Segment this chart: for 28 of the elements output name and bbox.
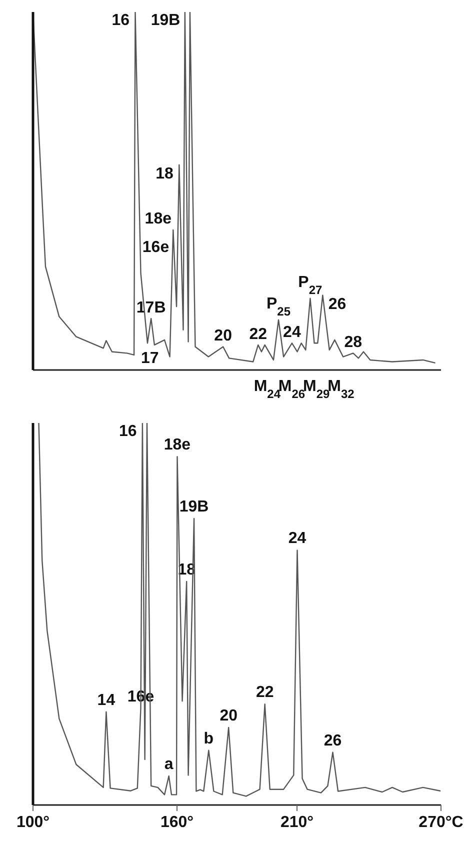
annotation: 26 (324, 732, 342, 750)
annotation: 19B (150, 12, 180, 29)
annotation: 16 (112, 12, 130, 29)
annotation: 16e (142, 239, 170, 256)
annotation: 20 (214, 328, 232, 345)
annotation: 20 (220, 707, 238, 724)
annotation: 22 (249, 326, 268, 343)
annotation: b (204, 730, 214, 748)
annotation: 18 (156, 165, 174, 182)
annotation: 16 (118, 423, 137, 440)
text: M$_{24}$ (254, 378, 281, 401)
annotation: 19B (179, 498, 209, 516)
x-tick-label: 270°C (418, 814, 464, 831)
annotation: 18e (144, 210, 172, 228)
annotation: 24 (283, 324, 301, 342)
annotation: 18e (164, 436, 191, 454)
annotation: a (164, 756, 174, 773)
annotation: P$_{25}$ (266, 296, 291, 319)
annotation: 14 (97, 692, 116, 709)
annotation: 22 (256, 684, 274, 702)
x-tick-label: 100° (16, 814, 50, 831)
x-tick-label: 210° (280, 814, 314, 831)
annotation: 17 (141, 350, 159, 367)
annotation: P$_{27}$ (298, 274, 323, 298)
annotation: 24 (288, 530, 306, 548)
annotation: 26 (328, 296, 346, 313)
x-tick-label: 160° (160, 814, 194, 831)
annotation: 28 (344, 334, 362, 352)
